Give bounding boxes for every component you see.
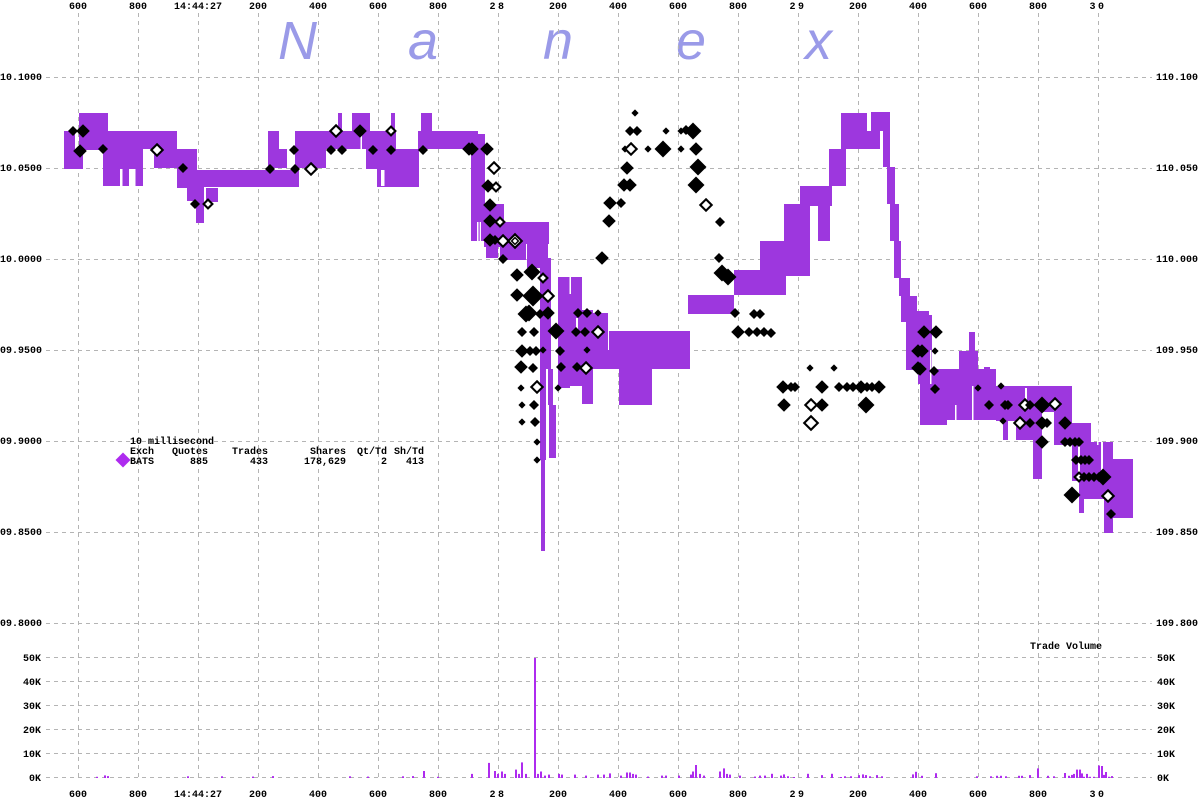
svg-text:2: 2 (381, 457, 387, 468)
svg-text:178,629: 178,629 (304, 457, 346, 468)
svg-text:600: 600 (969, 790, 987, 800)
svg-text:28: 28 (489, 790, 506, 800)
svg-text:200: 200 (249, 2, 267, 13)
svg-text:40K: 40K (23, 678, 41, 689)
svg-text:Sh/Td: Sh/Td (394, 446, 424, 458)
svg-text:10 millisecond: 10 millisecond (130, 436, 214, 448)
svg-text:29: 29 (789, 790, 806, 800)
svg-text:10K: 10K (23, 750, 41, 761)
svg-text:N: N (278, 11, 318, 71)
svg-text:x: x (802, 11, 834, 71)
svg-text:800: 800 (1029, 790, 1047, 800)
svg-text:200: 200 (549, 2, 567, 13)
svg-text:e: e (676, 11, 706, 71)
svg-text:800: 800 (729, 2, 747, 13)
svg-text:09.8500: 09.8500 (0, 528, 42, 539)
svg-text:20K: 20K (1157, 726, 1175, 737)
svg-text:200: 200 (249, 790, 267, 800)
svg-text:50K: 50K (1157, 654, 1175, 665)
svg-text:400: 400 (609, 790, 627, 800)
svg-text:14:44:27: 14:44:27 (174, 790, 222, 800)
svg-text:433: 433 (250, 457, 268, 468)
svg-text:109.850: 109.850 (1156, 528, 1198, 539)
svg-text:29: 29 (789, 2, 806, 13)
svg-text:600: 600 (69, 2, 87, 13)
svg-text:Trade Volume: Trade Volume (1030, 641, 1102, 653)
svg-text:885: 885 (190, 457, 208, 468)
svg-text:Exch: Exch (130, 446, 154, 458)
svg-text:20K: 20K (23, 726, 41, 737)
svg-text:09.9000: 09.9000 (0, 437, 42, 448)
svg-text:800: 800 (129, 790, 147, 800)
svg-text:600: 600 (969, 2, 987, 13)
svg-text:800: 800 (729, 790, 747, 800)
svg-text:109.800: 109.800 (1156, 619, 1198, 630)
svg-text:400: 400 (609, 2, 627, 13)
svg-text:110.000: 110.000 (1156, 255, 1198, 266)
svg-text:Shares: Shares (310, 446, 346, 458)
svg-text:30K: 30K (23, 702, 41, 713)
svg-text:50K: 50K (23, 654, 41, 665)
svg-text:200: 200 (549, 790, 567, 800)
svg-text:800: 800 (429, 2, 447, 13)
svg-text:400: 400 (909, 790, 927, 800)
svg-text:Trades: Trades (232, 446, 268, 458)
svg-text:0K: 0K (1157, 774, 1169, 785)
svg-text:400: 400 (309, 2, 327, 13)
svg-text:200: 200 (849, 790, 867, 800)
svg-text:600: 600 (669, 790, 687, 800)
svg-text:109.900: 109.900 (1156, 437, 1198, 448)
svg-text:600: 600 (369, 790, 387, 800)
svg-text:09.8000: 09.8000 (0, 619, 42, 630)
svg-text:400: 400 (909, 2, 927, 13)
svg-text:09.9500: 09.9500 (0, 346, 42, 357)
svg-text:600: 600 (669, 2, 687, 13)
svg-text:109.950: 109.950 (1156, 346, 1198, 357)
svg-text:400: 400 (309, 790, 327, 800)
svg-text:800: 800 (1029, 2, 1047, 13)
svg-text:600: 600 (69, 790, 87, 800)
svg-text:800: 800 (129, 2, 147, 13)
svg-text:413: 413 (406, 457, 424, 468)
svg-text:10.0000: 10.0000 (0, 255, 42, 266)
svg-text:30K: 30K (1157, 702, 1175, 713)
svg-text:30: 30 (1089, 790, 1106, 800)
svg-text:10.1000: 10.1000 (0, 73, 42, 84)
svg-text:BATS: BATS (130, 457, 154, 468)
svg-text:Qt/Td: Qt/Td (357, 446, 387, 458)
svg-text:110.100: 110.100 (1156, 73, 1198, 84)
svg-text:a: a (408, 11, 438, 71)
svg-text:28: 28 (489, 2, 506, 13)
svg-text:30: 30 (1089, 2, 1106, 13)
svg-text:14:44:27: 14:44:27 (174, 2, 222, 13)
svg-text:0K: 0K (29, 774, 41, 785)
svg-text:800: 800 (429, 790, 447, 800)
svg-text:200: 200 (849, 2, 867, 13)
svg-text:600: 600 (369, 2, 387, 13)
svg-text:110.050: 110.050 (1156, 164, 1198, 175)
svg-text:Quotes: Quotes (172, 447, 208, 458)
svg-text:10.0500: 10.0500 (0, 164, 42, 175)
svg-text:10K: 10K (1157, 750, 1175, 761)
svg-text:40K: 40K (1157, 678, 1175, 689)
